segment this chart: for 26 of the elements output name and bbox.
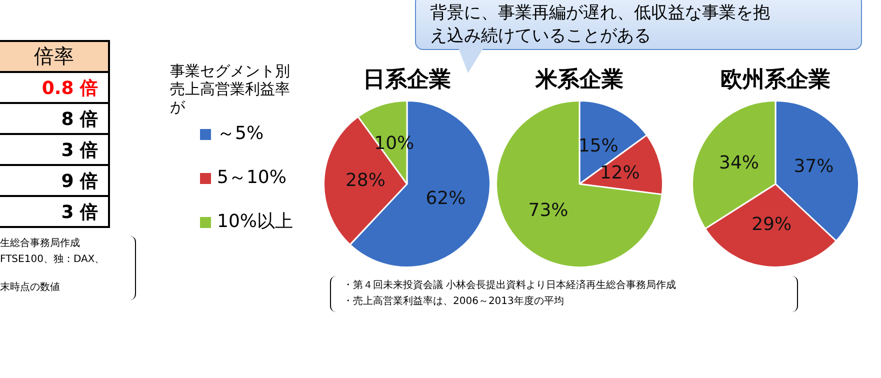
legend-label: ～5% <box>217 123 264 144</box>
data-label: 34% <box>719 152 760 174</box>
data-label: 73% <box>528 200 568 222</box>
data-label: 12% <box>600 162 640 184</box>
category-label: 3 倍 <box>0 134 109 165</box>
data-label: 62% <box>426 188 466 209</box>
chart-title: 欧州系企業 <box>720 68 830 93</box>
legend-title: 事業セグメント別売上高営業利益率が <box>170 62 291 116</box>
data-label: 37% <box>794 156 834 178</box>
text: 生総合事務局作成 <box>0 236 81 251</box>
text: FTSE100、独：DAX、 <box>0 252 106 267</box>
data-label: 28% <box>345 170 386 192</box>
category-label: 3 倍 <box>0 196 109 227</box>
category-label: 9 倍 <box>0 165 109 196</box>
chart-title: 日系企業 <box>363 68 451 93</box>
text: ・売上高営業利益率は、2006～2013年度の平均 <box>343 294 565 309</box>
text: ・第４回未来投資会議 小林会長提出資料より日本経済再生総合事務局作成 <box>343 278 678 293</box>
chart-title: 米系企業 <box>534 68 624 93</box>
text: 末時点の数値 <box>0 280 61 295</box>
legend-label: 5～10% <box>217 167 286 188</box>
text: 背景に、事業再編が遅れ、低収益な事業を抱え込み続けていることがある <box>415 0 862 50</box>
text: 倍率 <box>0 41 109 72</box>
category-label: 0.8 倍 <box>0 72 109 103</box>
legend-label: 10%以上 <box>217 211 294 232</box>
data-label: 29% <box>752 214 792 236</box>
category-label: 8 倍 <box>0 103 109 134</box>
